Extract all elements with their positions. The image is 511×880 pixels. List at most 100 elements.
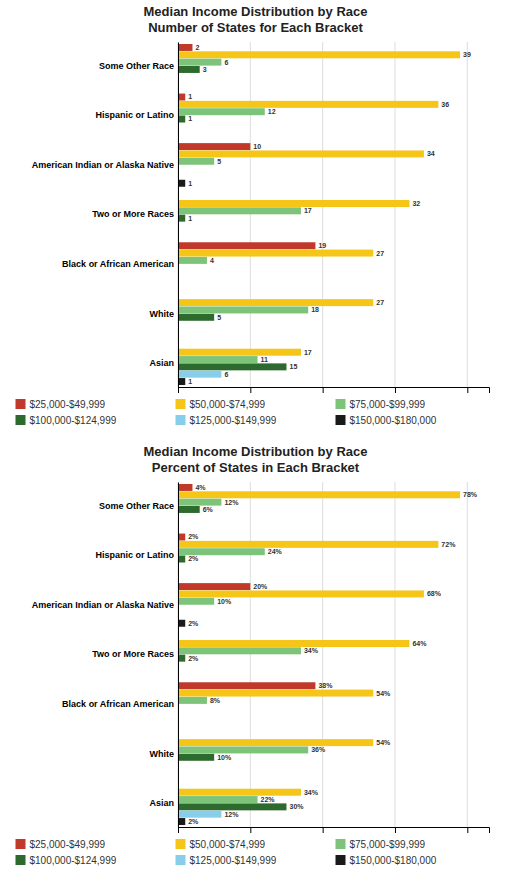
data-label: 11 (261, 356, 269, 363)
legend-item: $150,000-$180,000 (336, 855, 437, 866)
data-label: 2% (188, 533, 199, 540)
y-tick: American Indian or Alaska Native (32, 160, 178, 170)
bars (178, 44, 460, 385)
y-tick-label: White (150, 309, 175, 319)
plot-area: 2110193936343227271761251741811311515611… (32, 42, 490, 393)
data-label: 36% (311, 746, 326, 753)
legend: $25,000-$49,999$50,000-$74,999$75,000-$9… (16, 399, 437, 426)
bar (178, 811, 221, 818)
data-label: 20% (253, 583, 268, 590)
bar (178, 363, 286, 370)
data-label: 2% (188, 555, 199, 562)
bar (178, 598, 214, 605)
y-tick-label: Asian (149, 358, 174, 368)
chart-title: Median Income Distribution by Race (144, 4, 368, 19)
x-tick-line (395, 387, 396, 393)
x-tick-line (323, 387, 324, 393)
grid-line (467, 42, 468, 387)
data-label: 24% (268, 548, 283, 555)
y-tick: Asian (149, 358, 178, 368)
bar (178, 682, 315, 689)
legend-label: $125,000-$149,999 (190, 415, 277, 426)
data-label: 17 (304, 349, 312, 356)
y-tick: White (150, 309, 179, 319)
bar (178, 746, 308, 753)
legend-label: $25,000-$49,999 (30, 839, 106, 850)
legend-label: $25,000-$49,999 (30, 399, 106, 410)
bar (178, 356, 258, 363)
x-tick (395, 827, 396, 833)
legend-label: $125,000-$149,999 (190, 855, 277, 866)
legend-item: $50,000-$74,999 (176, 399, 266, 410)
x-tick-line (467, 827, 468, 833)
data-label: 27 (376, 250, 384, 257)
data-label: 2% (188, 655, 199, 662)
legend-label: $100,000-$124,999 (30, 855, 117, 866)
bar (178, 534, 185, 541)
legend-item: $25,000-$49,999 (16, 839, 106, 850)
y-tick-label: Some Other Race (99, 501, 174, 511)
x-tick (178, 827, 179, 833)
legend-swatch (336, 855, 346, 865)
data-labels: 2110193936343227271761251741811311515611 (188, 44, 471, 385)
data-label: 54% (376, 739, 391, 746)
y-tick-label: Black or African American (62, 699, 174, 709)
x-tick (250, 827, 251, 833)
data-label: 10 (253, 143, 261, 150)
bar (178, 655, 185, 662)
x-axis-line (179, 828, 490, 834)
legend-swatch (16, 415, 26, 425)
bar (178, 590, 424, 597)
x-tick-line (467, 387, 468, 393)
y-tick: Two or More Races (92, 649, 178, 659)
data-label: 18 (311, 306, 319, 313)
data-label: 36 (441, 101, 449, 108)
legend-swatch (336, 415, 346, 425)
data-label: 38% (318, 682, 333, 689)
bar (178, 257, 207, 264)
bar (178, 491, 460, 498)
grid-line (178, 42, 179, 387)
data-label: 12 (268, 108, 276, 115)
grid-line (250, 42, 251, 387)
chart-block: Median Income Distribution by RaceNumber… (16, 4, 490, 426)
x-tick-line (178, 387, 179, 393)
data-label: 4% (195, 484, 206, 491)
data-label: 6% (203, 506, 214, 513)
y-tick-label: American Indian or Alaska Native (32, 160, 174, 170)
x-tick-line (323, 827, 324, 833)
data-label: 5 (217, 158, 221, 165)
y-tick-label: American Indian or Alaska Native (32, 600, 174, 610)
chart-title: Median Income Distribution by Race (144, 444, 368, 459)
data-label: 12% (224, 811, 239, 818)
data-label: 68% (427, 590, 442, 597)
bar (178, 242, 315, 249)
data-label: 39 (463, 51, 471, 58)
chart-block: Median Income Distribution by RacePercen… (16, 444, 490, 866)
data-label: 2 (195, 44, 199, 51)
bar (178, 739, 373, 746)
legend-item: $125,000-$149,999 (176, 855, 277, 866)
bar (178, 215, 185, 222)
legend-item: $125,000-$149,999 (176, 415, 277, 426)
data-label: 6 (224, 59, 228, 66)
x-tick (467, 827, 468, 833)
bar (178, 378, 185, 385)
bar (178, 150, 424, 157)
legend-label: $150,000-$180,000 (350, 415, 437, 426)
y-tick-label: White (150, 749, 175, 759)
bar (178, 484, 192, 491)
bars (178, 484, 460, 825)
bar (178, 789, 301, 796)
data-label: 64% (412, 640, 427, 647)
data-label: 4 (210, 257, 214, 264)
data-label: 22% (261, 796, 276, 803)
legend-swatch (336, 839, 346, 849)
chart-subtitle: Number of States for Each Bracket (148, 20, 363, 35)
y-tick: Black or African American (62, 259, 178, 269)
y-tick-label: Black or African American (62, 259, 174, 269)
data-label: 1 (188, 180, 192, 187)
x-tick (323, 387, 324, 393)
data-label: 54% (376, 690, 391, 697)
y-tick: Two or More Races (92, 209, 178, 219)
